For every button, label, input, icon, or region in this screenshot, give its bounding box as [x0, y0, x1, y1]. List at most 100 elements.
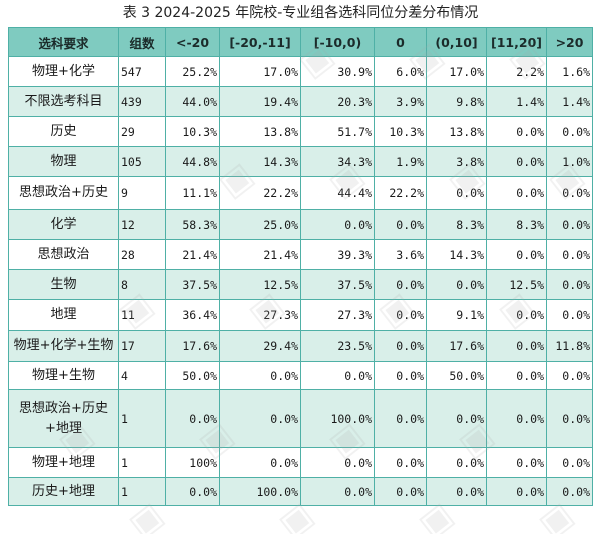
table-row: 物理+化学+生物 17 17.6% 29.4% 23.5% 0.0% 17.6% 0.0% 11… [8, 330, 593, 362]
percentage-cell: 36.4% [165, 299, 220, 331]
percentage-cell: 0.0% [546, 116, 593, 147]
percentage-cell: 44.8% [165, 146, 220, 177]
percentage-cell: 14.3% [219, 146, 301, 177]
percentage-cell: 17.0% [219, 56, 301, 87]
percentage-cell: 34.3% [300, 146, 375, 177]
percentage-cell: 12.5% [486, 269, 547, 300]
percentage-cell: 0.0% [300, 477, 375, 506]
percentage-cell: 22.2% [374, 176, 427, 210]
percentage-cell: 1.4% [546, 86, 593, 117]
group-count-cell: 439 [118, 86, 166, 117]
table-row: 历史+地理 1 0.0% 100.0% 0.0% 0.0% 0.0% 0.0% 0.0% [8, 477, 593, 506]
header-row: 选科要求 组数 <-20 [-20,-11] [-10,0) 0 (0,10] … [8, 27, 593, 57]
percentage-cell: 1.6% [546, 56, 593, 87]
header-cell: [-10,0) [300, 27, 375, 57]
percentage-cell: 0.0% [219, 361, 301, 390]
percentage-cell: 100.0% [219, 477, 301, 506]
percentage-cell: 0.0% [486, 146, 547, 177]
percentage-cell: 13.8% [426, 116, 487, 147]
percentage-cell: 9.1% [426, 299, 487, 331]
percentage-cell: 37.5% [300, 269, 375, 300]
group-count-cell: 105 [118, 146, 166, 177]
percentage-cell: 0.0% [546, 209, 593, 240]
percentage-cell: 0.0% [374, 477, 427, 506]
percentage-cell: 0.0% [374, 299, 427, 331]
subject-requirement-cell: 物理+化学 [8, 56, 119, 87]
table-row: 物理 105 44.8% 14.3% 34.3% 1.9% 3.8% 0.0% 1.0% [8, 146, 593, 177]
percentage-cell: 50.0% [426, 361, 487, 390]
percentage-cell: 44.4% [300, 176, 375, 210]
percentage-cell: 1.4% [486, 86, 547, 117]
percentage-cell: 100% [165, 447, 220, 478]
percentage-cell: 50.0% [165, 361, 220, 390]
percentage-cell: 0.0% [486, 330, 547, 362]
percentage-cell: 0.0% [374, 389, 427, 448]
percentage-cell: 8.3% [426, 209, 487, 240]
group-count-cell: 17 [118, 330, 166, 362]
percentage-cell: 44.0% [165, 86, 220, 117]
table-row: 思想政治 28 21.4% 21.4% 39.3% 3.6% 14.3% 0.0% 0.0% [8, 239, 593, 270]
table-row: 不限选考科目 439 44.0% 19.4% 20.3% 3.9% 9.8% 1.4% 1.4% [8, 86, 593, 117]
percentage-cell: 6.0% [374, 56, 427, 87]
subject-requirement-cell: 物理+化学+生物 [8, 330, 119, 362]
percentage-cell: 0.0% [546, 299, 593, 331]
percentage-cell: 51.7% [300, 116, 375, 147]
percentage-cell: 0.0% [486, 361, 547, 390]
percentage-cell: 19.4% [219, 86, 301, 117]
percentage-cell: 0.0% [426, 176, 487, 210]
percentage-cell: 0.0% [486, 477, 547, 506]
percentage-cell: 27.3% [219, 299, 301, 331]
percentage-cell: 0.0% [300, 361, 375, 390]
percentage-cell: 0.0% [546, 269, 593, 300]
percentage-cell: 13.8% [219, 116, 301, 147]
percentage-cell: 21.4% [219, 239, 301, 270]
group-count-cell: 8 [118, 269, 166, 300]
percentage-cell: 10.3% [374, 116, 427, 147]
score-difference-table: 选科要求 组数 <-20 [-20,-11] [-10,0) 0 (0,10] … [8, 27, 593, 506]
percentage-cell: 0.0% [426, 269, 487, 300]
header-cell: [-20,-11] [219, 27, 301, 57]
percentage-cell: 37.5% [165, 269, 220, 300]
table-row: 历史 29 10.3% 13.8% 51.7% 10.3% 13.8% 0.0% 0.0% [8, 116, 593, 147]
group-count-cell: 11 [118, 299, 166, 331]
header-cell: 选科要求 [8, 27, 119, 57]
percentage-cell: 27.3% [300, 299, 375, 331]
percentage-cell: 0.0% [300, 447, 375, 478]
percentage-cell: 0.0% [546, 239, 593, 270]
subject-requirement-cell: 化学 [8, 209, 119, 240]
percentage-cell: 3.9% [374, 86, 427, 117]
percentage-cell: 0.0% [219, 389, 301, 448]
percentage-cell: 1.0% [546, 146, 593, 177]
percentage-cell: 0.0% [165, 389, 220, 448]
percentage-cell: 58.3% [165, 209, 220, 240]
percentage-cell: 22.2% [219, 176, 301, 210]
table-row: 化学 12 58.3% 25.0% 0.0% 0.0% 8.3% 8.3% 0.0% [8, 209, 593, 240]
group-count-cell: 9 [118, 176, 166, 210]
percentage-cell: 0.0% [374, 361, 427, 390]
percentage-cell: 0.0% [426, 447, 487, 478]
table-row: 物理+地理 1 100% 0.0% 0.0% 0.0% 0.0% 0.0% 0.0% [8, 447, 593, 478]
percentage-cell: 0.0% [426, 389, 487, 448]
subject-requirement-cell: 物理+地理 [8, 447, 119, 478]
percentage-cell: 0.0% [546, 361, 593, 390]
percentage-cell: 14.3% [426, 239, 487, 270]
percentage-cell: 17.6% [165, 330, 220, 362]
percentage-cell: 25.0% [219, 209, 301, 240]
group-count-cell: 12 [118, 209, 166, 240]
table-caption: 表 3 2024-2025 年院校-专业组各选科同位分差分布情况 [122, 5, 479, 21]
percentage-cell: 0.0% [219, 447, 301, 478]
percentage-cell: 0.0% [486, 447, 547, 478]
percentage-cell: 0.0% [486, 299, 547, 331]
percentage-cell: 0.0% [546, 447, 593, 478]
group-count-cell: 28 [118, 239, 166, 270]
subject-requirement-cell: 历史 [8, 116, 119, 147]
percentage-cell: 20.3% [300, 86, 375, 117]
percentage-cell: 0.0% [486, 239, 547, 270]
percentage-cell: 0.0% [546, 176, 593, 210]
percentage-cell: 0.0% [546, 477, 593, 506]
group-count-cell: 29 [118, 116, 166, 147]
percentage-cell: 3.6% [374, 239, 427, 270]
percentage-cell: 2.2% [486, 56, 547, 87]
header-cell: (0,10] [426, 27, 487, 57]
